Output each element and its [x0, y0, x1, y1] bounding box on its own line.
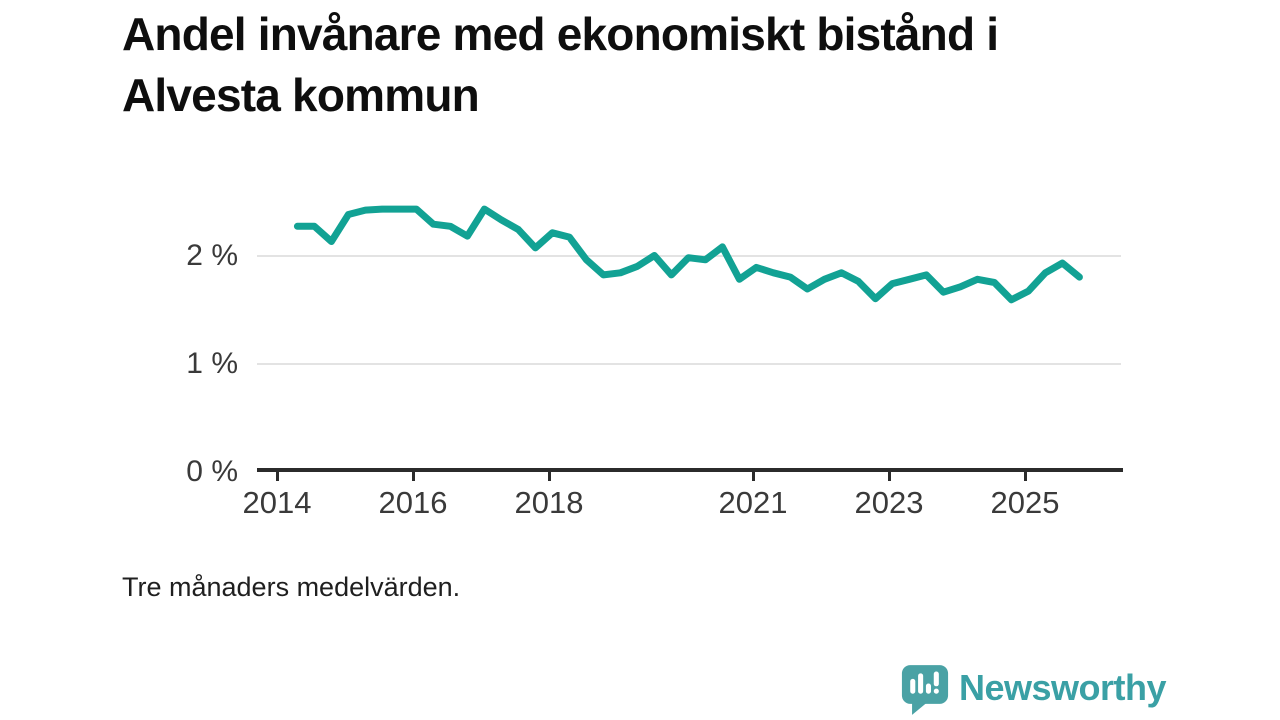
x-tick-mark [547, 470, 551, 481]
x-axis-line [257, 468, 1123, 472]
newsworthy-logo-icon [901, 665, 949, 715]
x-tick-label: 2018 [514, 485, 584, 520]
y-tick-label: 0 % [186, 454, 238, 488]
y-gridline [257, 254, 1121, 257]
x-tick-label: 2021 [718, 485, 788, 520]
x-tick-mark [411, 470, 415, 481]
x-tick-label: 2023 [854, 485, 924, 520]
chart-title: Andel invånare med ekonomiskt bistånd i … [122, 8, 999, 121]
chart-caption: Tre månaders medelvärden. [122, 572, 461, 602]
newsworthy-wordmark: Newsworthy [959, 667, 1167, 708]
y-gridline [257, 362, 1121, 365]
y-tick-label: 2 % [186, 238, 238, 272]
x-tick-label: 2016 [378, 485, 448, 520]
x-tick-label: 2014 [242, 485, 312, 520]
x-tick-mark [751, 470, 755, 481]
newsworthy-branding[interactable]: Newsworthy [901, 663, 1167, 717]
x-tick-label: 2025 [990, 485, 1060, 520]
x-tick-mark [275, 470, 279, 481]
x-tick-mark [887, 470, 891, 481]
x-tick-mark [1023, 470, 1027, 481]
y-tick-label: 1 % [186, 346, 238, 380]
